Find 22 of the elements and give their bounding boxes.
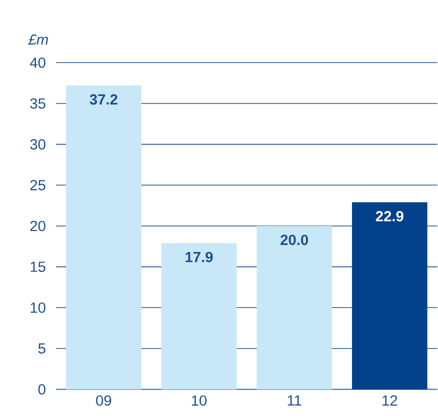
x-tick-label: 12	[382, 395, 398, 406]
data-label: 22.9	[376, 211, 404, 222]
x-tick-label: 11	[288, 395, 302, 406]
bar	[352, 202, 428, 390]
y-tick-label: 10	[30, 302, 46, 313]
y-tick-label: 5	[38, 343, 46, 354]
bar	[66, 86, 142, 390]
y-tick-label: 0	[38, 384, 46, 395]
data-label: 37.2	[90, 94, 118, 105]
y-tick-label: 25	[30, 180, 46, 190]
bar	[256, 226, 332, 390]
data-label: 20.0	[280, 234, 308, 246]
bar	[161, 243, 237, 390]
y-axis-title: £m	[28, 34, 48, 45]
y-tick-label: 35	[30, 98, 46, 109]
data-label: 17.9	[186, 252, 213, 262]
y-tick-label: 30	[30, 139, 46, 150]
x-tick-label: 09	[96, 395, 112, 406]
y-tick-label: 20	[30, 220, 46, 232]
x-tick-label: 10	[192, 395, 207, 406]
y-tick-label: 15	[30, 262, 46, 272]
y-tick-label: 40	[30, 57, 46, 68]
